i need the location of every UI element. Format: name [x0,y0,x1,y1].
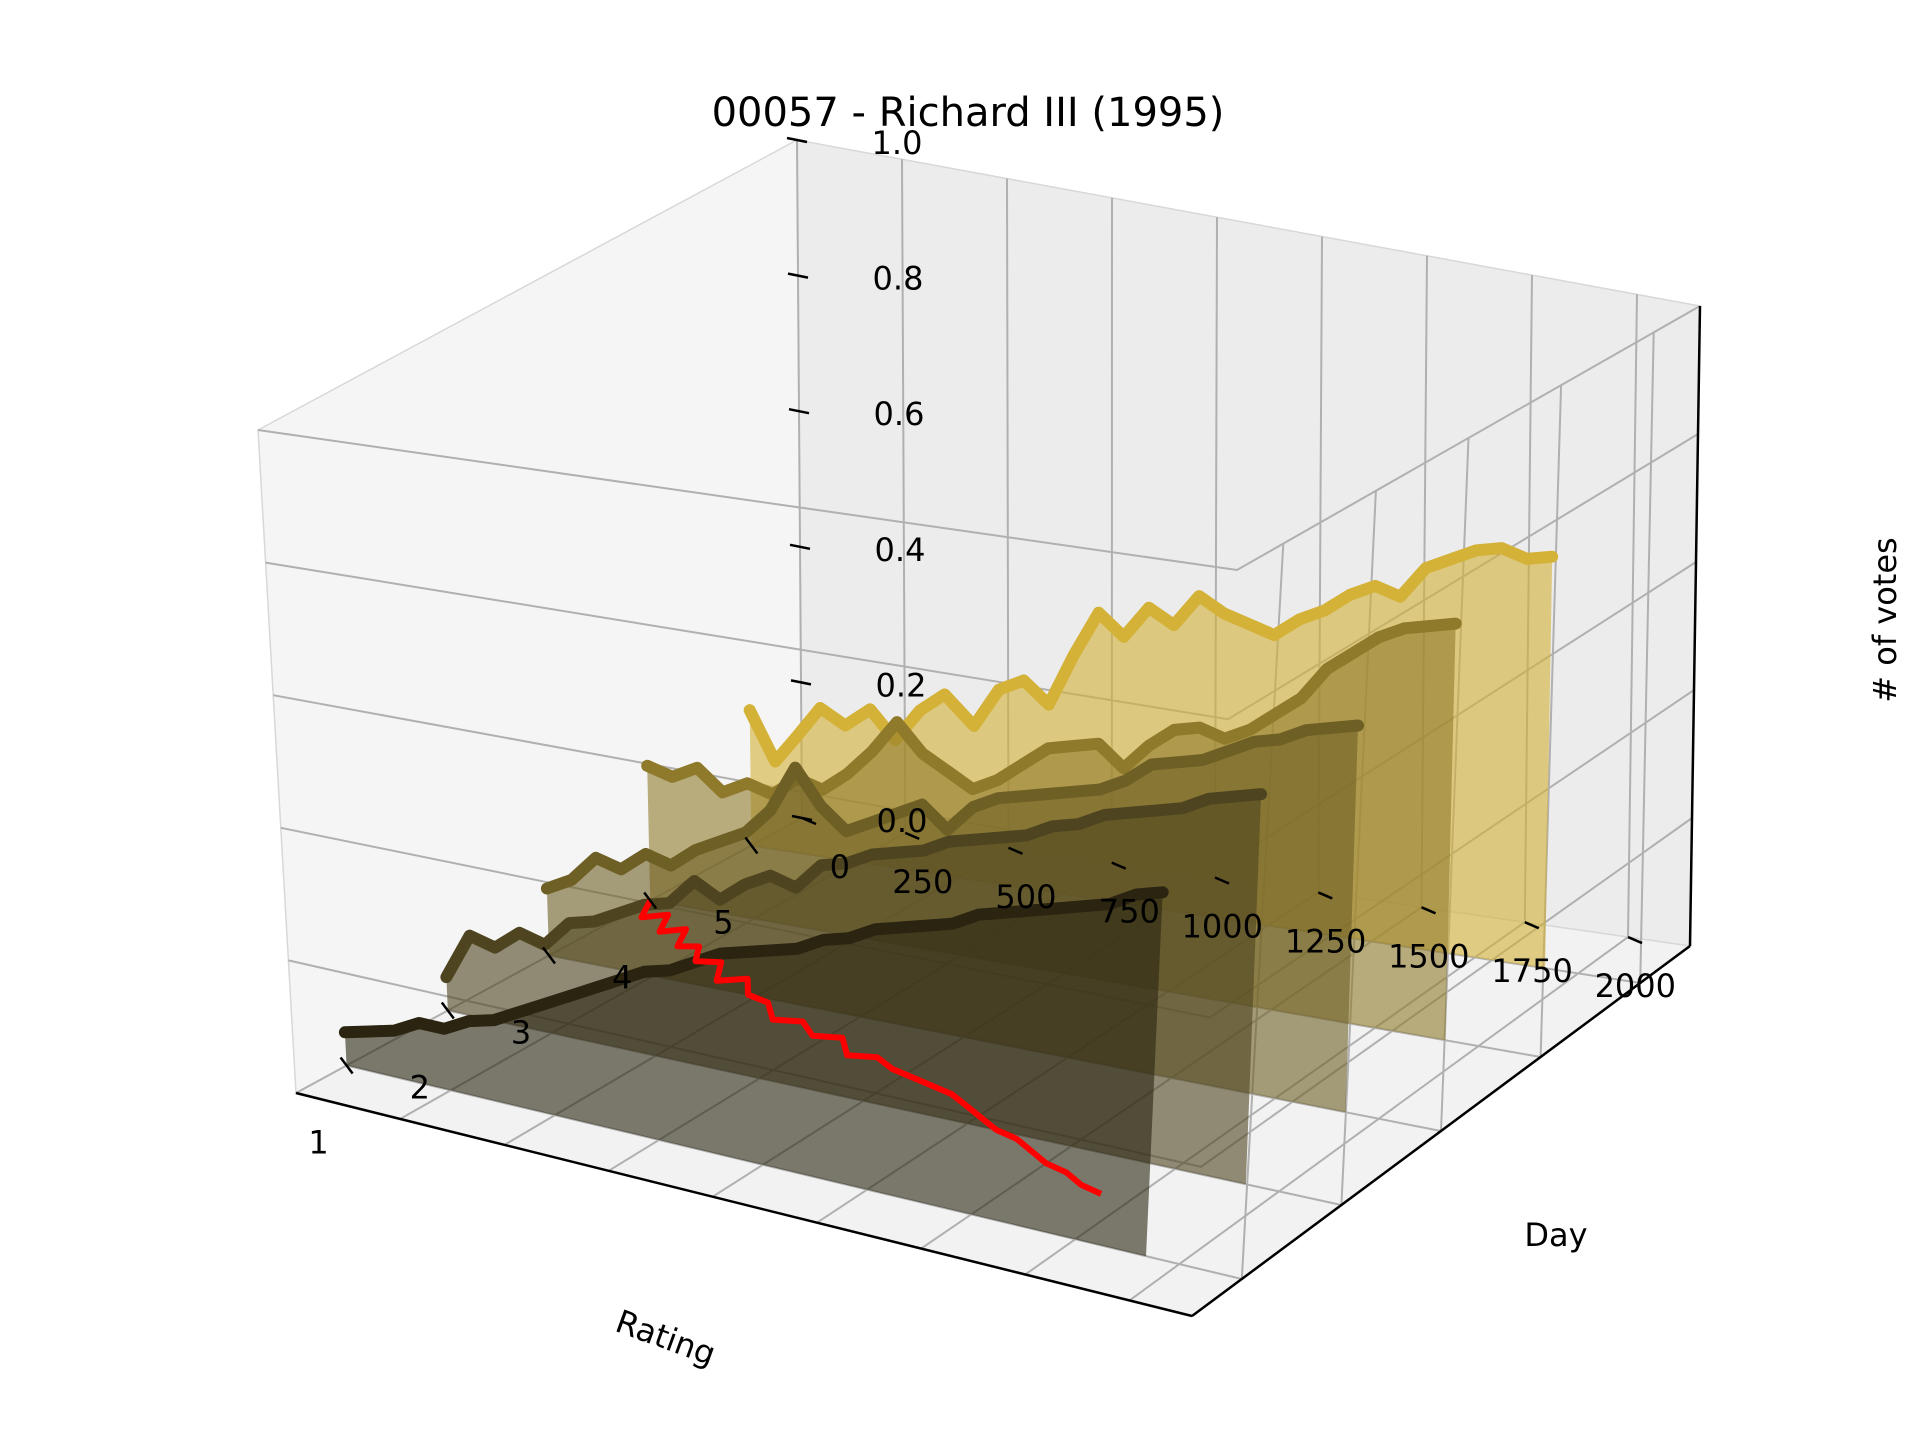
rating-tick [440,1001,455,1020]
day-tick [1111,861,1127,870]
day-gridline [1128,294,1638,1302]
rating-tick [744,836,759,855]
day-tick-label: 1750 [1491,952,1572,990]
series-line-rating-3 [540,719,1364,895]
votes-tick-label: 0.4 [875,531,926,569]
votes-tick [789,543,811,551]
rating-tick [542,946,556,965]
rating-tick [643,891,658,910]
day-tick-label: 500 [995,878,1056,916]
day-tick-label: 750 [1099,893,1160,931]
x-axis-label: Rating [611,1302,721,1373]
axes-layer: 5 4 3 2 1 0 250 500 750 1000 1250 1500 1750 2000 0.0 0.… [295,124,1702,1318]
mean-rating-line [638,899,1103,1197]
y-axis-line [1191,944,1691,1318]
day-tick-label: 1250 [1285,922,1366,960]
votes-tick [791,814,813,822]
z-axis-line [1688,305,1702,947]
rating-tick-label: 5 [713,904,733,942]
day-tick [1317,891,1333,900]
votes-tick-label: 0.0 [877,802,928,840]
day-tick-label: 2000 [1595,967,1676,1005]
votes-tick [786,136,808,144]
votes-tick [788,407,810,415]
day-tick-label: 1500 [1388,937,1469,975]
day-tick-label: 250 [892,863,953,901]
day-tick [1524,921,1540,930]
votes-tick-label: 0.6 [874,395,925,433]
day-tick-label: 1000 [1182,908,1263,946]
votes-gridline [257,305,1701,572]
rating-tick-label: 2 [410,1069,430,1107]
day-tick [1214,876,1230,885]
day-tick [1421,906,1437,915]
y-axis-label: Day [1524,1216,1587,1254]
z-axis-label: # of votes [1866,537,1904,702]
votes-tick [787,272,809,279]
series-line-rating-2 [440,788,1268,984]
day-tick [1627,935,1643,945]
rating-tick-label: 3 [511,1014,531,1052]
series-line-rating-5 [743,542,1559,768]
day-tick-label: 0 [830,848,850,886]
votes-tick-label: 1.0 [872,124,923,162]
rating-tick-label: 1 [308,1124,328,1162]
chart-title: 00057 - Richard III (1995) [712,90,1225,136]
x-axis-line [295,1091,1193,1318]
day-tick [1008,846,1024,855]
votes-tick [790,679,812,686]
series-line-rating-1 [338,886,1169,1039]
votes-tick-label: 0.8 [873,260,924,298]
series-fill-rating-1 [344,892,1163,1257]
votes-tick-label: 0.2 [876,666,927,704]
rating-tick [339,1056,354,1075]
rating-tick-label: 4 [612,959,632,997]
series-layer [338,542,1559,1257]
day-tick [904,831,920,841]
